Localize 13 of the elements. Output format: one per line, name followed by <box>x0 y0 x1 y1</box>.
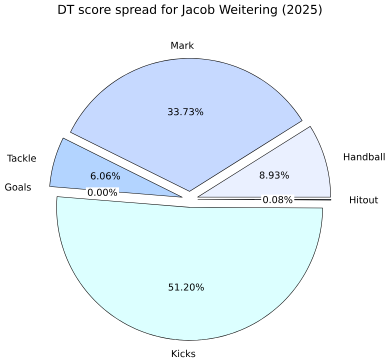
slice-label: Handball <box>344 153 385 160</box>
category-label: Goals <box>5 183 31 191</box>
data-label: 33.73% <box>168 108 204 116</box>
data-label: 6.06% <box>90 172 120 180</box>
data-label: 0.08% <box>263 196 292 204</box>
slice-label: Tackle <box>6 154 36 162</box>
slice-label: Hitout <box>350 196 378 204</box>
data-label: 8.93% <box>260 172 289 179</box>
slice-label: Mark <box>171 42 194 50</box>
slice-label: Kicks <box>172 350 196 358</box>
text: 0.00% <box>88 188 118 196</box>
chart-title: DT score spread for Jacob Weitering (2025) <box>58 4 322 17</box>
data-label: 51.20% <box>168 284 204 291</box>
